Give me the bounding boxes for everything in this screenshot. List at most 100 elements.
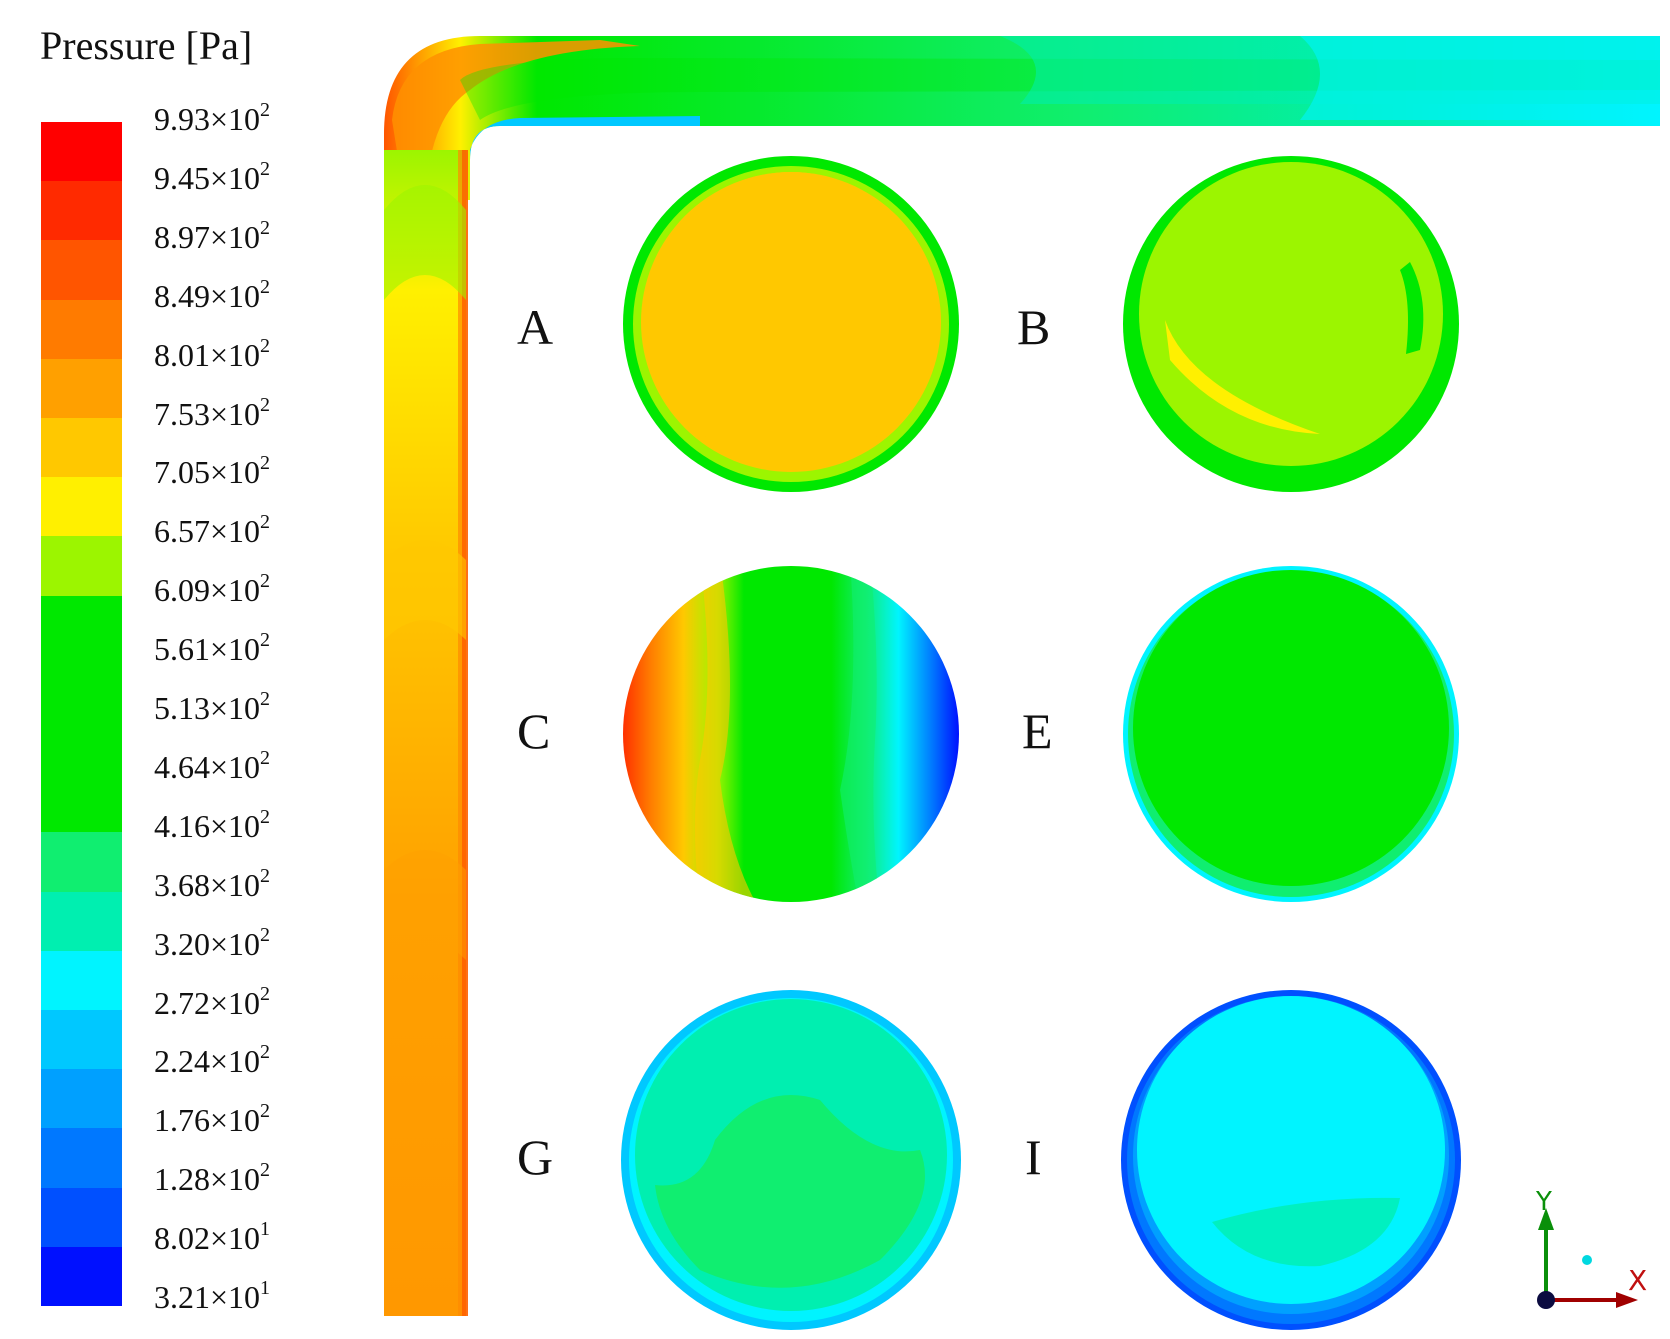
colorbar-tick-label: 3.68×102: [154, 866, 270, 903]
colorbar-band: [41, 950, 122, 1011]
tick-exponent: 2: [260, 99, 271, 121]
tick-mantissa: 3.20: [154, 925, 210, 962]
tick-exponent: 2: [260, 393, 271, 416]
tick-exponent: 2: [260, 452, 271, 475]
colorbar-band: [41, 181, 122, 241]
tick-times-ten: ×10: [210, 336, 261, 373]
tick-exponent: 2: [260, 570, 271, 593]
tick-exponent: 2: [260, 511, 271, 534]
colorbar-band: [41, 536, 122, 597]
colorbar-tick-label: 6.09×102: [154, 571, 270, 609]
section-label-c: C: [517, 703, 551, 759]
colorbar-tick-label: 3.20×102: [154, 925, 270, 962]
colorbar-tick-label: 6.57×102: [154, 512, 270, 550]
tick-times-ten: ×10: [210, 1220, 261, 1257]
colorbar-tick-label: 4.16×102: [154, 807, 270, 844]
colorbar-tick-label: 1.28×102: [154, 1160, 270, 1198]
tick-times-ten: ×10: [210, 277, 261, 314]
pipe-top-section: [384, 36, 1660, 200]
colorbar-tick-label: 3.21×101: [154, 1278, 270, 1315]
colorbar-band: [41, 714, 122, 774]
pressure-colorbar: [41, 122, 122, 1307]
colorbar-band: [41, 477, 122, 537]
tick-exponent: 2: [260, 982, 271, 1005]
tick-mantissa: 1.76: [154, 1102, 210, 1139]
colorbar-band: [41, 358, 122, 419]
tick-times-ten: ×10: [210, 925, 261, 962]
tick-mantissa: 2.24: [154, 1043, 210, 1080]
colorbar-band: [41, 1187, 122, 1248]
colorbar-tick-label: 8.49×102: [154, 277, 270, 314]
tick-times-ten: ×10: [210, 101, 261, 137]
colorbar-tick-label: 8.97×102: [154, 218, 270, 255]
colorbar-band: [41, 832, 122, 893]
tick-mantissa: 8.49: [154, 277, 210, 314]
axis-y-label: Y: [1535, 1187, 1552, 1217]
tick-times-ten: ×10: [210, 866, 261, 903]
tick-mantissa: 6.57: [154, 513, 210, 550]
tick-mantissa: 4.16: [154, 807, 210, 844]
colorbar-tick-label: 2.72×102: [154, 984, 270, 1021]
section-g-contour: [621, 990, 961, 1330]
section-i-contour: [1121, 990, 1461, 1330]
colorbar-tick-label: 9.93×102: [154, 100, 270, 137]
colorbar-tick-label: 5.13×102: [154, 689, 270, 726]
colorbar-band: [41, 773, 122, 833]
tick-exponent: 2: [260, 157, 271, 180]
tick-times-ten: ×10: [210, 1279, 261, 1315]
colorbar-tick-label: 5.61×102: [154, 630, 270, 668]
tick-mantissa: 5.13: [154, 690, 210, 726]
tick-exponent: 2: [260, 1159, 271, 1182]
tick-mantissa: 9.93: [154, 101, 210, 137]
tick-mantissa: 3.68: [154, 866, 210, 903]
tick-exponent: 1: [260, 1218, 271, 1241]
tick-exponent: 2: [260, 923, 271, 946]
colorbar-band: [41, 1128, 122, 1189]
tick-times-ten: ×10: [210, 218, 261, 255]
colorbar-tick-label: 4.64×102: [154, 748, 270, 785]
tick-mantissa: 3.21: [154, 1279, 210, 1315]
tick-exponent: 2: [260, 805, 271, 828]
section-label-b: B: [1017, 299, 1051, 355]
axis-triad: Y X: [1535, 1187, 1647, 1309]
colorbar-band: [41, 1246, 122, 1307]
pipe-vertical-section: [384, 150, 468, 1316]
tick-times-ten: ×10: [210, 395, 261, 432]
axis-x-label: X: [1628, 1264, 1647, 1297]
tick-mantissa: 6.09: [154, 572, 210, 609]
colorbar-tick-label: 7.53×102: [154, 395, 270, 432]
colorbar-tick-label: 9.45×102: [154, 159, 270, 196]
tick-mantissa: 2.72: [154, 984, 210, 1021]
tick-times-ten: ×10: [210, 513, 261, 550]
tick-exponent: 2: [260, 216, 271, 239]
tick-exponent: 2: [260, 1041, 271, 1064]
colorbar-band: [41, 122, 122, 182]
tick-exponent: 2: [260, 334, 271, 357]
tick-mantissa: 8.02: [154, 1220, 210, 1257]
colorbar-band: [41, 1069, 122, 1129]
colorbar-tick-label: 8.01×102: [154, 336, 270, 373]
tick-times-ten: ×10: [210, 454, 261, 491]
colorbar-band: [41, 891, 122, 952]
tick-times-ten: ×10: [210, 984, 261, 1021]
tick-exponent: 2: [260, 688, 271, 710]
section-label-g: G: [517, 1129, 554, 1185]
colorbar-band: [41, 654, 122, 715]
tick-times-ten: ×10: [210, 748, 261, 785]
section-b-contour: [1123, 156, 1459, 492]
tick-times-ten: ×10: [210, 1161, 261, 1198]
section-a-contour: [623, 156, 959, 492]
tick-exponent: 2: [260, 746, 271, 769]
colorbar-tick-label: 1.76×102: [154, 1101, 270, 1139]
colorbar-band: [41, 299, 122, 360]
tick-times-ten: ×10: [210, 631, 261, 668]
section-c-contour: [623, 566, 959, 902]
tick-mantissa: 7.53: [154, 395, 210, 432]
colorbar-band: [41, 240, 122, 301]
tick-mantissa: 9.45: [154, 159, 210, 196]
tick-mantissa: 8.01: [154, 336, 210, 373]
tick-times-ten: ×10: [210, 1043, 261, 1080]
tick-mantissa: 4.64: [154, 748, 210, 785]
tick-exponent: 2: [260, 864, 271, 887]
